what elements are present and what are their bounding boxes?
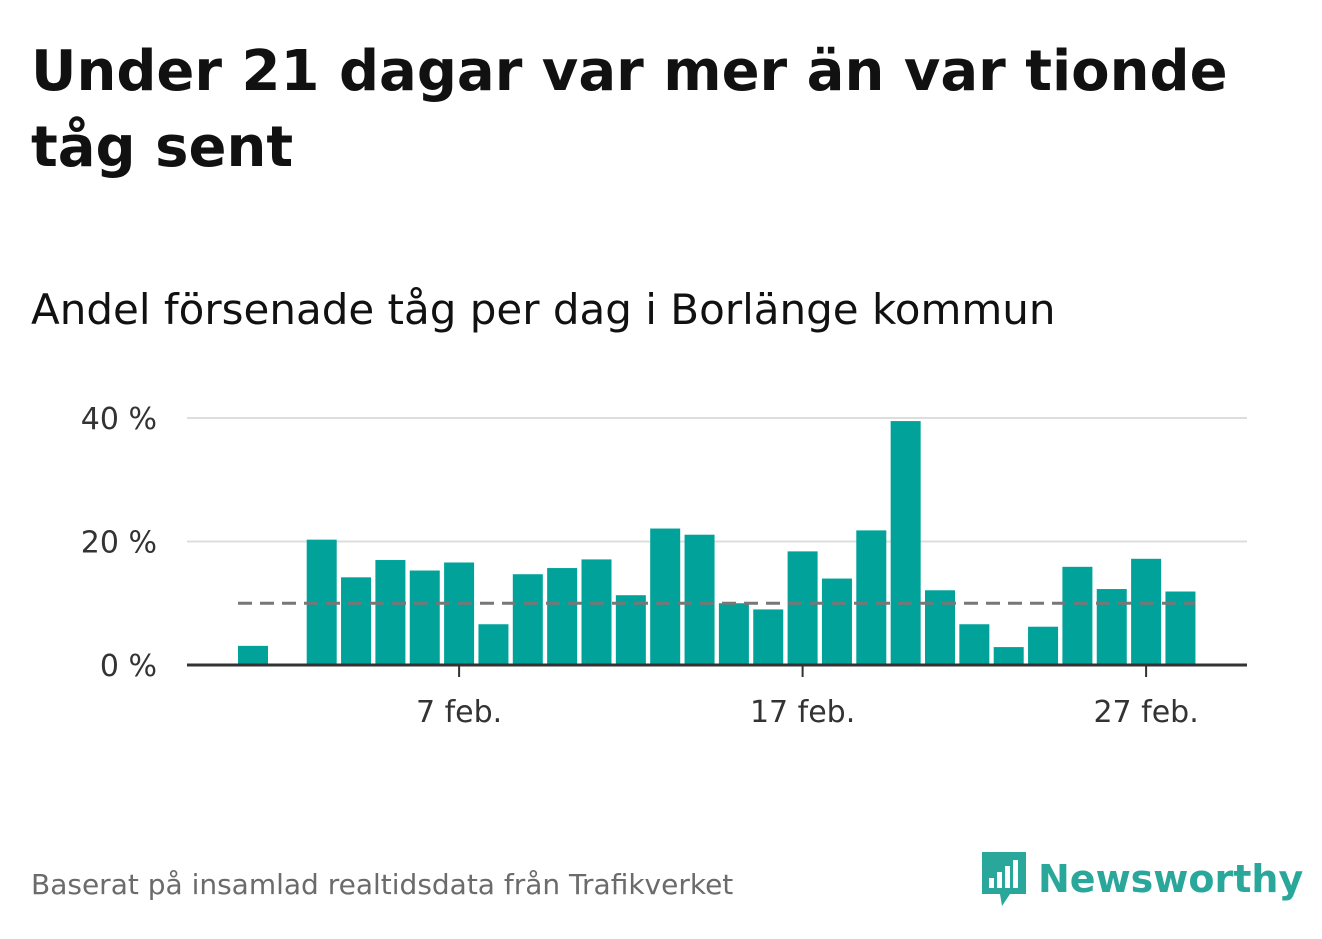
bar bbox=[856, 530, 887, 665]
chart-subtitle: Andel försenade tåg per dag i Borlänge k… bbox=[31, 285, 1056, 334]
bar bbox=[1028, 626, 1059, 665]
newsworthy-logo[interactable]: Newsworthy bbox=[980, 850, 1303, 908]
newsworthy-bars-icon bbox=[982, 852, 1026, 906]
bar bbox=[1096, 589, 1127, 665]
bar bbox=[650, 528, 681, 665]
bar bbox=[1131, 558, 1162, 665]
bar-chart: 0 % 20 % 40 % 7 feb. 17 feb. 27 feb. bbox=[81, 402, 1247, 730]
x-tick-label: 17 feb. bbox=[750, 695, 855, 730]
chart-title: Under 21 dagar var mer än var tionde tåg… bbox=[31, 39, 1228, 180]
bar bbox=[478, 624, 509, 665]
bar bbox=[409, 570, 440, 665]
bar bbox=[581, 559, 612, 665]
y-tick-label: 20 % bbox=[81, 526, 157, 561]
bar bbox=[684, 534, 715, 665]
bar bbox=[341, 577, 372, 665]
bar bbox=[718, 603, 749, 665]
bar bbox=[512, 574, 543, 665]
x-tick-label: 7 feb. bbox=[416, 695, 502, 730]
bar bbox=[547, 568, 578, 665]
bar bbox=[993, 647, 1024, 665]
bar bbox=[615, 595, 646, 665]
bar bbox=[787, 551, 818, 665]
bar bbox=[753, 609, 784, 665]
bar bbox=[925, 590, 955, 665]
bar bbox=[890, 421, 921, 665]
x-tick-label: 27 feb. bbox=[1093, 695, 1198, 730]
bar bbox=[444, 562, 475, 665]
bar bbox=[959, 624, 990, 665]
source-note: Baserat på insamlad realtidsdata från Tr… bbox=[31, 868, 734, 901]
bar bbox=[1062, 566, 1093, 665]
y-tick-label: 40 % bbox=[81, 402, 157, 437]
bar bbox=[238, 645, 268, 665]
logo-text: Newsworthy bbox=[1038, 857, 1304, 901]
bar bbox=[375, 560, 406, 665]
bar bbox=[821, 578, 852, 665]
y-tick-label: 0 % bbox=[100, 649, 157, 684]
